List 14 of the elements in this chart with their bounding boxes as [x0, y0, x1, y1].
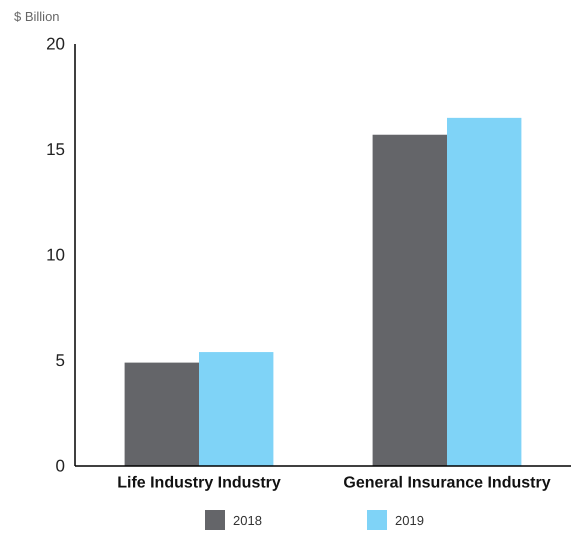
y-tick-label: 5 — [56, 350, 65, 370]
bar — [372, 134, 447, 466]
legend-label: 2018 — [233, 513, 262, 528]
y-tick-label: 0 — [56, 456, 65, 476]
bar — [447, 118, 522, 466]
bar — [124, 362, 199, 466]
x-tick-label: General Insurance Industry — [343, 474, 551, 492]
y-tick-label: 10 — [46, 245, 65, 264]
y-tick-label: 15 — [46, 140, 65, 159]
x-tick-label: Life Industry Industry — [117, 474, 281, 492]
legend-label: 2019 — [395, 513, 424, 528]
bar — [199, 352, 274, 466]
y-tick-label: 20 — [46, 34, 65, 54]
y-axis-title: $ Billion — [14, 9, 60, 24]
